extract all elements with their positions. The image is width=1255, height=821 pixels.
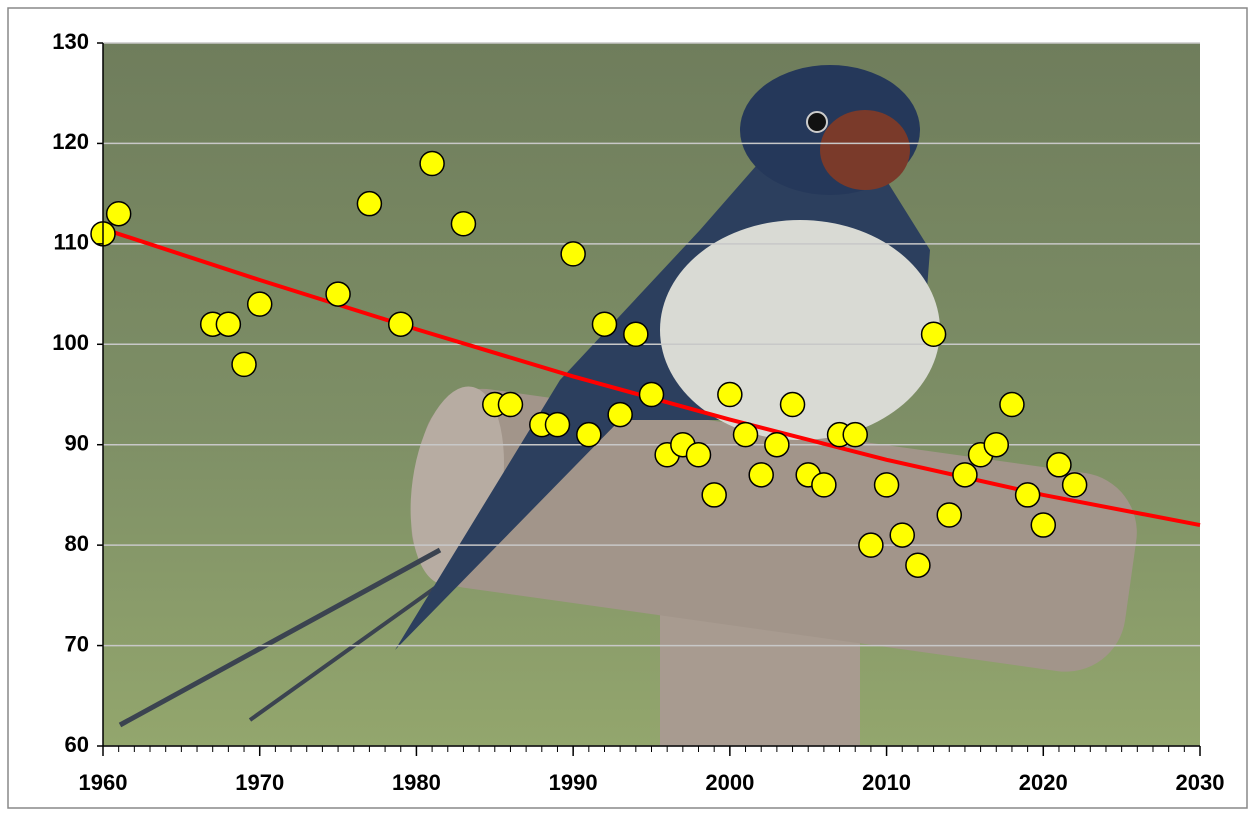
data-point <box>842 421 868 448</box>
data-point <box>497 391 524 418</box>
data-point <box>1014 482 1041 508</box>
data-point <box>685 442 712 468</box>
data-point <box>215 311 242 337</box>
x-tick-label: 1980 <box>392 770 441 795</box>
data-point <box>1030 512 1057 538</box>
data-point <box>748 462 774 488</box>
data-point <box>811 472 837 498</box>
data-point <box>450 211 477 237</box>
data-point <box>325 281 351 307</box>
data-point <box>732 421 759 448</box>
data-point <box>419 150 445 177</box>
x-tick-label: 2020 <box>1019 770 1068 795</box>
data-point <box>999 391 1025 418</box>
y-tick-label: 120 <box>52 129 89 154</box>
x-tick-label: 2010 <box>862 770 911 795</box>
data-point <box>1046 452 1072 478</box>
data-point <box>920 321 947 347</box>
y-tick-label: 130 <box>52 29 89 54</box>
data-point <box>764 431 790 458</box>
y-tick-label: 110 <box>54 230 90 255</box>
y-tick-label: 70 <box>65 631 89 656</box>
data-point <box>388 311 414 337</box>
x-tick-label: 1970 <box>235 770 284 795</box>
data-point <box>905 552 931 578</box>
data-point <box>1061 472 1088 498</box>
y-tick-label: 90 <box>65 431 89 456</box>
x-tick-label: 2030 <box>1176 770 1225 795</box>
data-point <box>638 381 665 408</box>
data-point <box>952 462 978 488</box>
data-point <box>560 241 586 267</box>
data-point <box>983 431 1010 458</box>
data-point <box>889 522 915 548</box>
data-point <box>356 190 383 217</box>
data-point <box>779 391 806 418</box>
data-point <box>936 502 963 528</box>
data-point <box>717 381 743 408</box>
data-point <box>231 351 257 378</box>
data-point <box>858 532 884 558</box>
data-point <box>591 311 618 337</box>
data-point <box>701 482 727 508</box>
y-tick-label: 60 <box>65 732 89 757</box>
x-tick-label: 1990 <box>549 770 598 795</box>
data-point <box>105 200 132 227</box>
y-tick-label: 80 <box>65 531 89 556</box>
y-tick-label: 100 <box>52 330 89 355</box>
data-point <box>873 472 900 498</box>
data-point <box>544 411 571 438</box>
data-point <box>623 321 649 347</box>
x-tick-label: 2000 <box>705 770 754 795</box>
data-point <box>607 401 633 428</box>
data-point <box>576 421 602 448</box>
data-point <box>246 291 273 317</box>
x-tick-label: 1960 <box>79 770 128 795</box>
